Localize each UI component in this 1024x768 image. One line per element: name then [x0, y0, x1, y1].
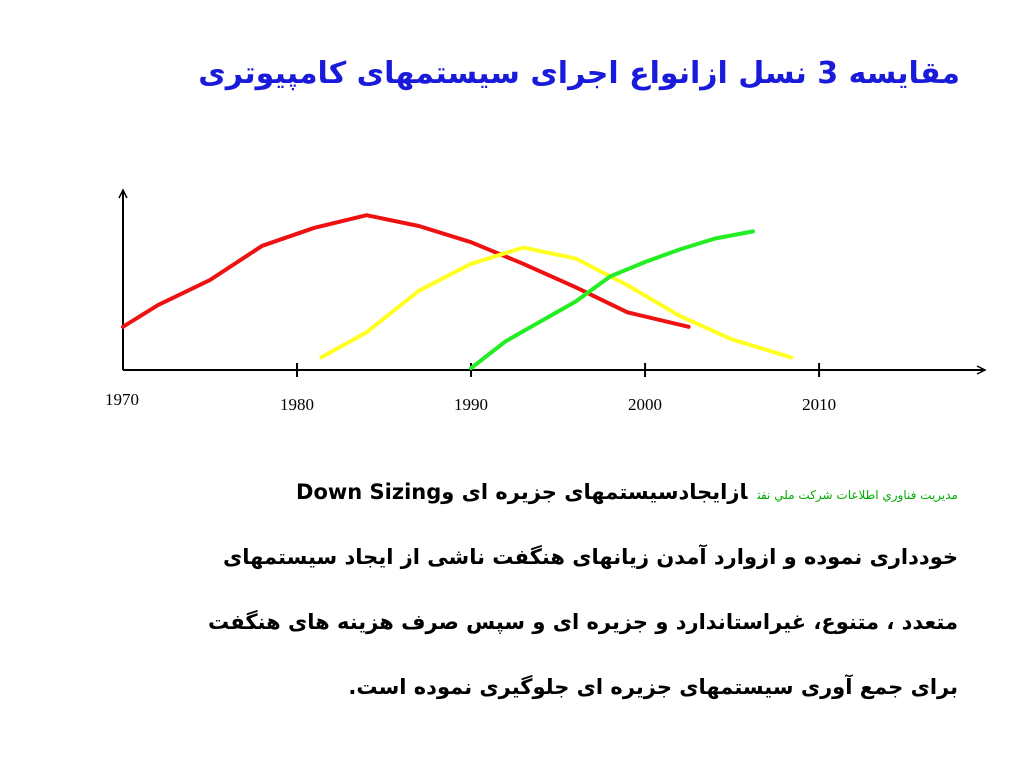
y-axis-arrow [118, 188, 128, 199]
paragraph-line: برای جمع آوری سیستمهای جزیره ای جلوگیری … [348, 675, 958, 699]
x-axis-arrow [976, 365, 987, 375]
x-tick-label: 1980 [280, 395, 314, 414]
line-series [469, 229, 755, 371]
x-tick-label: 2000 [628, 395, 662, 414]
line-text: ازایجادسیستمهای جزیره ای وDown Sizing [296, 480, 748, 504]
paragraph-line: متعدد ، متنوع، غیراستاندارد و جزیره ای و… [207, 610, 958, 634]
slide-title: مقایسه 3 نسل ازانواع اجرای سیستمهای کامپ… [198, 56, 960, 91]
x-tick-label: 1990 [454, 395, 488, 414]
paragraph-line: خودداری نموده و ازوارد آمدن زیانهای هنگف… [222, 545, 958, 569]
x-tick-label: 1970 [105, 390, 139, 409]
paragraph: مديريت فناوري اطلاعات شركت ملي نفت ازایجا… [158, 472, 958, 732]
paragraph-line: مديريت فناوري اطلاعات شركت ملي نفت ازایجا… [158, 472, 958, 537]
x-tick-label: 2010 [802, 395, 836, 414]
chart: 1970 1980 1990 2000 2010 [105, 188, 987, 414]
footer-note: مديريت فناوري اطلاعات شركت ملي نفت [757, 488, 958, 502]
line-series [319, 245, 794, 360]
line-series [121, 213, 691, 329]
